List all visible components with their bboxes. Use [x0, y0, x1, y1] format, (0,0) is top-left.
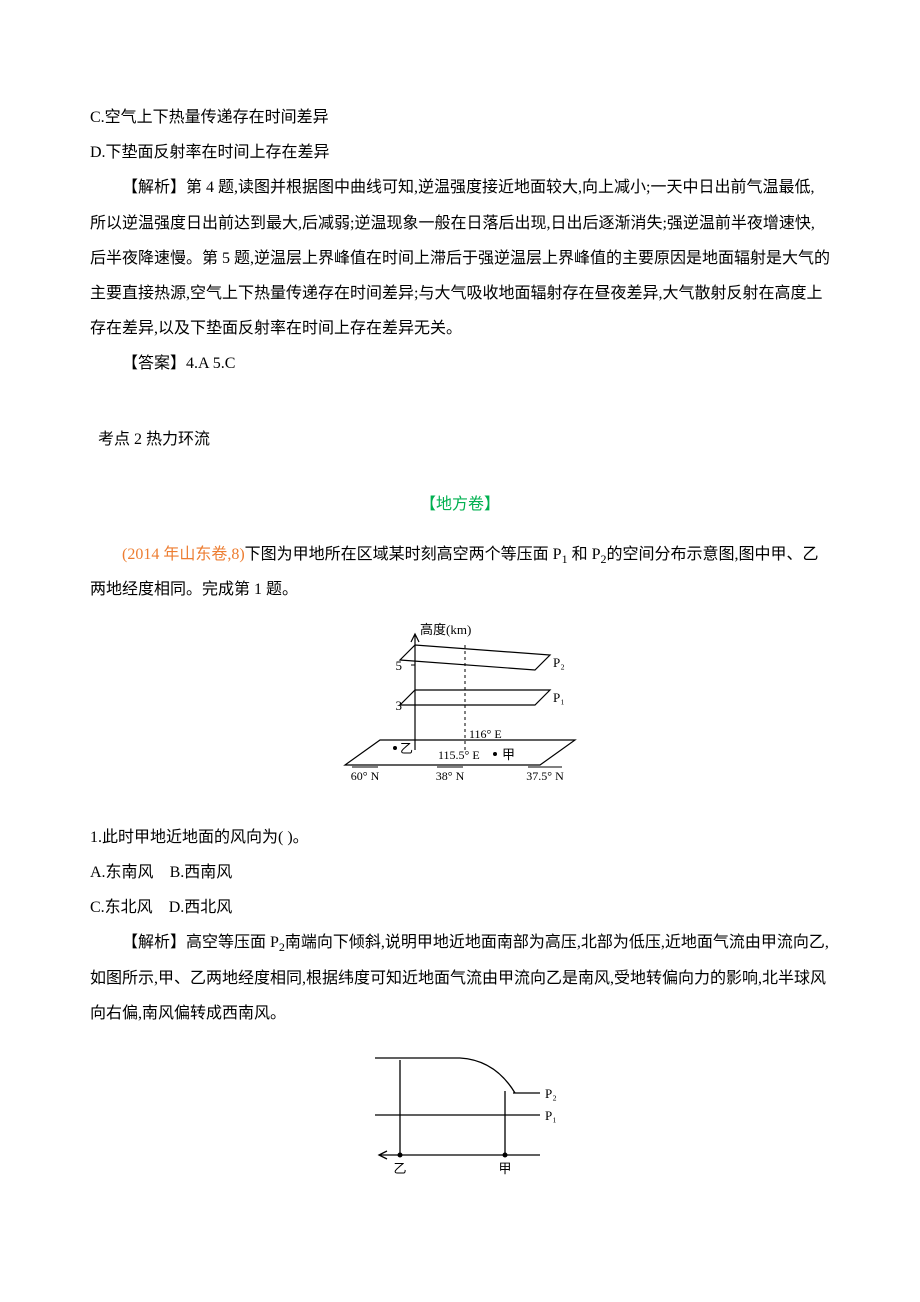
analysis2-label: 【解析】 — [122, 934, 186, 951]
figure-2: P₂ P₁ 乙 甲 — [90, 1043, 830, 1196]
stem-part1: 下图为甲地所在区域某时刻高空两个等压面 P — [245, 546, 562, 563]
answer-text: 4.A 5.C — [186, 355, 235, 372]
p2-label: P₂ — [553, 655, 565, 670]
jia-label: 甲 — [502, 747, 515, 762]
long-1155: 115.5° E — [438, 748, 480, 762]
y-axis-label: 高度(km) — [420, 622, 471, 637]
option-c: C.空气上下热量传递存在时间差异 — [90, 100, 830, 135]
section-heading: 考点 2 热力环流 — [90, 422, 830, 457]
answer-block: 【答案】4.A 5.C — [90, 346, 830, 381]
fig2-jia: 甲 — [498, 1161, 511, 1176]
analysis-label: 【解析】 — [122, 179, 186, 196]
analysis2-block: 【解析】高空等压面 P2南端向下倾斜,说明甲地近地面南部为高压,北部为低压,近地… — [90, 925, 830, 1031]
analysis-text: 第 4 题,读图并根据图中曲线可知,逆温强度接近地面较大,向上减小;一天中日出前… — [90, 179, 830, 337]
lat-38: 38° N — [436, 769, 465, 783]
q1-options-ab: A.东南风 B.西南风 — [90, 855, 830, 890]
figure-1: 高度(km) 5 3 P₂ P₁ 116° E 115.5° E 甲 乙 60°… — [90, 620, 830, 808]
regional-heading: 【地方卷】 — [90, 487, 830, 522]
long-116: 116° E — [469, 727, 502, 741]
analysis2-text1: 高空等压面 P — [186, 934, 279, 951]
fig2-p2: P₂ — [545, 1086, 557, 1101]
answer-label: 【答案】 — [122, 355, 186, 372]
stem-mid: 和 P — [568, 546, 601, 563]
fig2-p1: P₁ — [545, 1108, 557, 1123]
q1-options-cd: C.东北风 D.西北风 — [90, 890, 830, 925]
lat-60: 60° N — [351, 769, 380, 783]
lat-375: 37.5° N — [526, 769, 564, 783]
analysis-block: 【解析】第 4 题,读图并根据图中曲线可知,逆温强度接近地面较大,向上减小;一天… — [90, 170, 830, 346]
q1: 1.此时甲地近地面的风向为( )。 — [90, 820, 830, 855]
question-stem: (2014 年山东卷,8)下图为甲地所在区域某时刻高空两个等压面 P1 和 P2… — [90, 537, 830, 608]
option-d: D.下垫面反射率在时间上存在差异 — [90, 135, 830, 170]
opt-c: C.东北风 — [90, 899, 153, 916]
question-source: (2014 年山东卷,8) — [122, 546, 245, 563]
p1-label: P₁ — [553, 690, 565, 705]
yi-label: 乙 — [400, 741, 413, 756]
opt-d: D.西北风 — [169, 899, 233, 916]
opt-b: B.西南风 — [170, 864, 233, 881]
opt-a: A.东南风 — [90, 864, 154, 881]
fig2-yi: 乙 — [393, 1161, 406, 1176]
